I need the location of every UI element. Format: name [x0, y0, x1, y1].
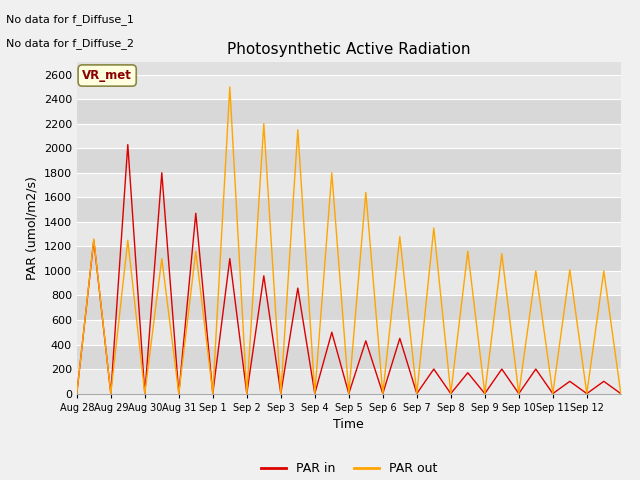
Bar	[77, 345, 621, 369]
Bar	[77, 197, 621, 222]
Bar	[77, 271, 621, 296]
Bar	[77, 320, 621, 345]
Bar	[77, 222, 621, 246]
Text: No data for f_Diffuse_2: No data for f_Diffuse_2	[6, 38, 134, 49]
Bar	[77, 173, 621, 197]
Bar	[77, 124, 621, 148]
Bar	[77, 148, 621, 173]
Legend: PAR in, PAR out: PAR in, PAR out	[255, 457, 442, 480]
Bar	[77, 296, 621, 320]
X-axis label: Time: Time	[333, 418, 364, 431]
Bar	[77, 246, 621, 271]
Text: No data for f_Diffuse_1: No data for f_Diffuse_1	[6, 14, 134, 25]
Bar	[77, 99, 621, 124]
Title: Photosynthetic Active Radiation: Photosynthetic Active Radiation	[227, 42, 470, 57]
Text: VR_met: VR_met	[82, 69, 132, 82]
Bar	[77, 75, 621, 99]
Bar	[77, 369, 621, 394]
Y-axis label: PAR (umol/m2/s): PAR (umol/m2/s)	[25, 176, 38, 280]
